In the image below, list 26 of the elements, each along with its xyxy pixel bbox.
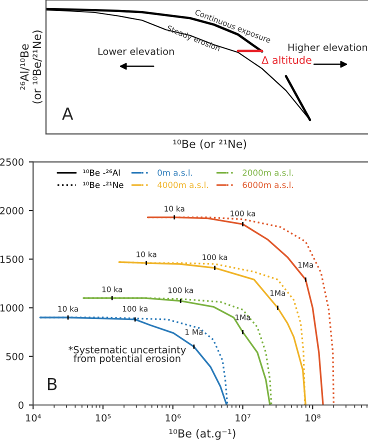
x-tick-label: 10⁵ <box>96 414 111 422</box>
annotation: Δ altitude <box>262 56 312 64</box>
y-tick-label: 2500 <box>0 158 24 166</box>
annotation: A <box>62 108 74 120</box>
legend-label: 2000m a.s.l. <box>242 169 293 176</box>
x-tick-label: 10⁴ <box>26 414 41 422</box>
annotation: B <box>48 378 57 390</box>
x-tick-label: 10⁷ <box>236 414 250 422</box>
annotation: *Systematic uncertainty from potential erosion <box>68 346 186 364</box>
y-tick-label: 500 <box>6 352 24 360</box>
y-tick-label: 0 <box>18 401 24 409</box>
x-tick-label: 10⁸ <box>306 414 320 422</box>
legend-label: 4000m a.s.l. <box>158 182 208 188</box>
x-tick-label: 10⁶ <box>166 414 181 422</box>
annotation: ¹⁰Be -²⁶Al <box>83 169 120 176</box>
y-tick-label: 1000 <box>0 304 24 312</box>
legend-label: 0m a.s.l. <box>158 169 192 176</box>
annotation: ¹⁰Be -²¹Ne <box>83 182 124 188</box>
y-tick-label: 2000 <box>0 207 24 214</box>
annotation: Higher elevation <box>288 44 368 53</box>
y-axis-title: ²⁶Al/¹⁰Be (or ¹⁰Be/²¹Ne) <box>20 30 42 104</box>
x-axis-title: ¹⁰Be (or ²¹Ne) <box>173 139 246 150</box>
legend-label: 6000m a.s.l. <box>242 182 293 188</box>
annotation: Lower elevation <box>98 48 174 56</box>
y-tick-label: 1500 <box>0 256 24 263</box>
x-axis-title: ¹⁰Be (at.g⁻¹) <box>169 429 236 440</box>
